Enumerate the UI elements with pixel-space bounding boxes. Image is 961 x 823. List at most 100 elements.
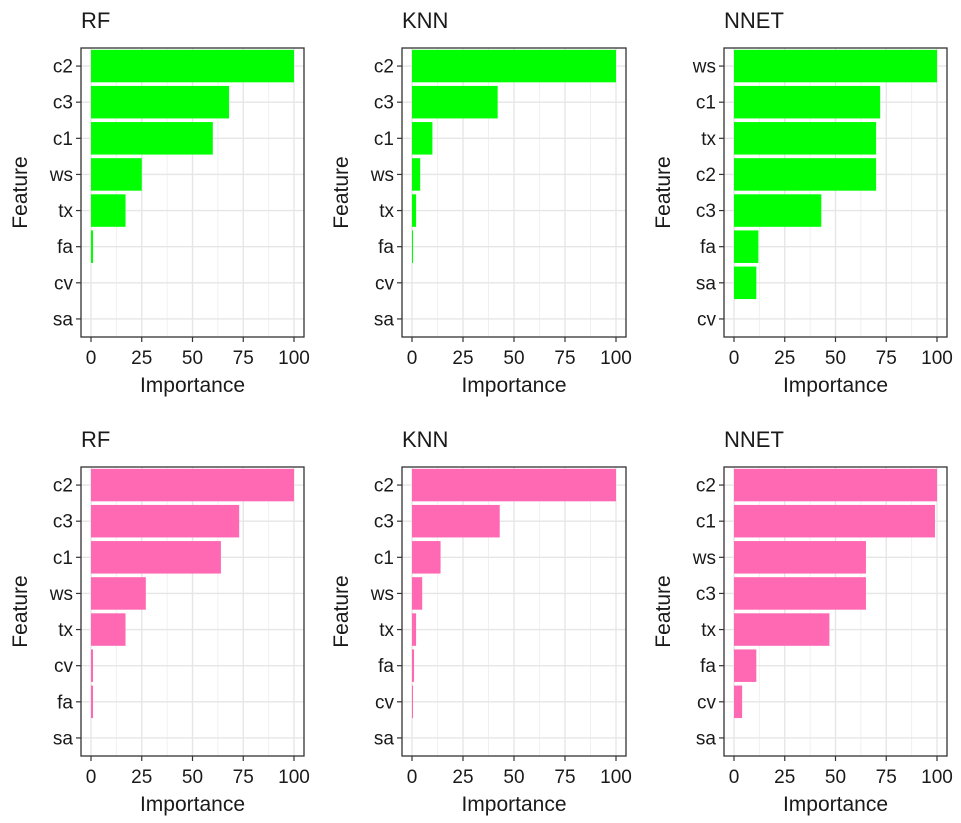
x-tick-label: 0 [407, 767, 418, 788]
x-tick-label: 75 [876, 767, 897, 788]
chart-title: RF [81, 8, 110, 33]
y-tick-label: sa [696, 273, 717, 294]
bar-c1 [734, 85, 881, 119]
y-tick-label: tx [379, 620, 394, 641]
x-tick-label: 25 [452, 348, 473, 369]
x-tick-label: 0 [729, 767, 740, 788]
y-tick-label: cv [375, 692, 395, 713]
bar-ws [734, 49, 937, 83]
x-tick-label: 75 [233, 767, 254, 788]
chart-panel-5: c2 c3 c1 ws tx fa cv sa 0 25 50 75 100 KNN Importance F… [330, 427, 632, 816]
y-tick-label: cv [375, 273, 395, 294]
x-tick-label: 50 [503, 348, 524, 369]
chart-title: NNET [724, 427, 784, 452]
y-tick-label: tx [701, 129, 716, 150]
y-tick-label: ws [49, 584, 73, 605]
x-tick-label: 100 [600, 348, 632, 369]
y-tick-label: c3 [696, 584, 716, 605]
x-tick-label: 100 [278, 348, 310, 369]
bar-fa [412, 230, 414, 263]
bar-c1 [91, 541, 221, 574]
x-tick-label: 0 [86, 348, 97, 369]
x-tick-label: 75 [233, 348, 254, 369]
y-tick-label: sa [374, 309, 395, 330]
y-axis-title: Feature [652, 575, 675, 647]
y-tick-label: sa [53, 728, 74, 749]
x-axis-title: Importance [461, 374, 566, 397]
y-tick-label: c3 [696, 201, 716, 222]
y-tick-label: c1 [374, 129, 394, 150]
bar-tx [91, 613, 126, 646]
x-tick-label: 100 [278, 767, 310, 788]
bar-cv [91, 649, 94, 682]
y-tick-label: c3 [53, 512, 73, 533]
x-axis-title: Importance [783, 374, 888, 397]
y-tick-label: c2 [374, 57, 394, 78]
x-tick-label: 100 [600, 767, 632, 788]
y-tick-label: c2 [696, 165, 716, 186]
y-tick-label: fa [700, 237, 716, 258]
bar-c3 [91, 504, 240, 538]
chart-panel-1: c2 c3 c1 ws tx fa cv sa 0 25 50 75 100 RF Importance Fe… [9, 8, 310, 397]
bar-fa [412, 649, 415, 682]
x-tick-label: 25 [131, 767, 152, 788]
x-tick-label: 0 [407, 348, 418, 369]
y-tick-label: fa [57, 237, 73, 258]
y-tick-label: fa [700, 656, 716, 677]
x-tick-label: 25 [774, 348, 795, 369]
bar-c2 [91, 49, 294, 83]
y-tick-label: tx [379, 201, 394, 222]
bar-c2 [412, 49, 616, 83]
bar-c2 [412, 468, 616, 502]
y-tick-label: c1 [374, 548, 394, 569]
bar-c2 [91, 468, 294, 502]
chart-panel-6: c2 c1 ws c3 tx fa cv sa 0 25 50 75 100 NNET Importance… [652, 427, 953, 816]
y-tick-label: sa [696, 728, 717, 749]
bar-ws [734, 541, 866, 574]
y-axis-title: Feature [9, 156, 32, 228]
y-axis-title: Feature [330, 575, 353, 647]
y-tick-label: cv [54, 273, 74, 294]
bar-fa [91, 685, 94, 719]
y-tick-label: tx [58, 620, 73, 641]
chart-panel-2: c2 c3 c1 ws tx fa cv sa 0 25 50 75 100 KNN Importance F… [330, 8, 632, 397]
bar-sa [734, 266, 757, 300]
y-tick-label: c3 [374, 93, 394, 114]
bar-tx [734, 122, 877, 155]
y-tick-label: tx [58, 201, 73, 222]
y-tick-label: c2 [53, 476, 73, 497]
x-tick-label: 50 [182, 767, 203, 788]
bar-c2 [734, 468, 937, 502]
bar-cv [734, 685, 743, 719]
chart-title: RF [81, 427, 110, 452]
bar-fa [734, 230, 759, 263]
y-tick-label: c1 [53, 548, 73, 569]
bar-tx [412, 194, 417, 227]
y-tick-label: ws [370, 165, 394, 186]
y-tick-label: fa [378, 656, 394, 677]
bar-c1 [91, 122, 213, 155]
chart-title: KNN [402, 427, 448, 452]
bar-c3 [734, 194, 822, 227]
bar-c2 [734, 158, 877, 191]
x-tick-label: 50 [503, 767, 524, 788]
bar-c1 [412, 541, 441, 574]
bar-c3 [91, 85, 230, 119]
y-tick-label: fa [378, 237, 394, 258]
x-tick-label: 25 [452, 767, 473, 788]
y-tick-label: cv [697, 692, 717, 713]
y-tick-label: ws [49, 165, 73, 186]
y-tick-label: sa [374, 728, 395, 749]
y-tick-label: fa [57, 692, 73, 713]
bar-cv [412, 685, 414, 719]
y-tick-label: c1 [696, 93, 716, 114]
x-tick-label: 100 [921, 767, 953, 788]
x-tick-label: 75 [554, 767, 575, 788]
x-axis-title: Importance [140, 374, 245, 397]
x-tick-label: 75 [554, 348, 575, 369]
x-axis-title: Importance [140, 793, 245, 816]
bar-c3 [412, 85, 498, 119]
bar-c3 [412, 504, 500, 538]
bar-ws [91, 158, 142, 191]
